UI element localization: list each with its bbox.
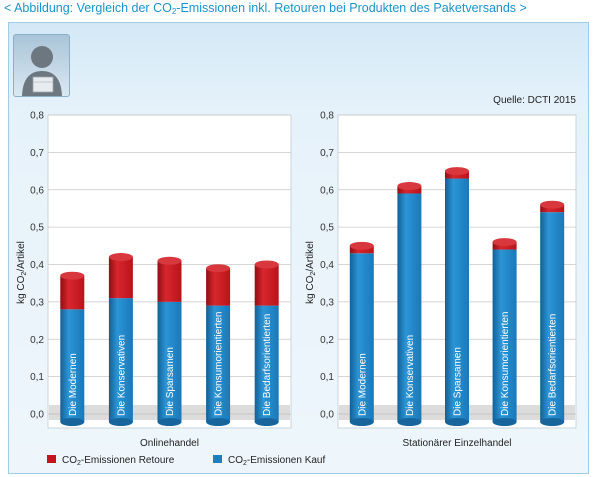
x-axis-label: Stationärer Einzelhandel [403, 438, 512, 449]
bar-base [349, 418, 374, 426]
source-note: Quelle: DCTI 2015 [493, 95, 576, 106]
chart-panel-2: 0,0 0,1 0,2 0,3 0,4 0,5 0,6 0,7 0,8 kg CO2/Artike… [305, 111, 577, 449]
y-tick-label: 0,0 [320, 410, 334, 421]
bar-segment-kauf [157, 301, 182, 422]
y-tick-label: 0,2 [30, 335, 44, 346]
bar-top-cap [206, 264, 231, 273]
x-axis-label: Onlinehandel [140, 438, 199, 449]
y-tick-label: 0,0 [30, 410, 44, 421]
y-tick-label: 0,5 [320, 223, 334, 234]
figure-title: < Abbildung: Vergleich der CO2-Emissione… [4, 1, 527, 16]
category-label: Die Konservativen [116, 335, 127, 416]
category-label: Die Bedarfsorientierten [548, 314, 559, 416]
bar-1: Die Modernen [60, 271, 85, 426]
bar-5: Die Bedarfsorientierten [540, 200, 565, 426]
bar-top-cap [349, 241, 374, 250]
category-label: Die Modernen [68, 353, 79, 416]
category-label: Die Konsumorientierten [214, 312, 225, 417]
bar-4: Die Konsumorientierten [206, 264, 231, 426]
bar-top-cap [540, 200, 565, 209]
category-label: Die Bedarfsorientierten [262, 314, 273, 416]
y-tick-label: 0,5 [30, 223, 44, 234]
bar-top-cap [157, 256, 182, 265]
y-tick-label: 0,4 [30, 260, 44, 271]
bar-1: Die Modernen [349, 241, 374, 426]
bar-base [397, 418, 422, 426]
legend-swatch-kauf [213, 455, 222, 463]
bar-top-cap [108, 253, 133, 262]
y-tick-label: 0,1 [320, 372, 334, 383]
legend-swatch-retoure [47, 455, 56, 463]
bar-3: Die Sparsamen [445, 167, 469, 426]
bar-top-cap [492, 238, 517, 247]
bar-top-cap [397, 182, 422, 191]
chart-panel-1: 0,0 0,1 0,2 0,3 0,4 0,5 0,6 0,7 0,8 kg CO2/Artike… [16, 111, 292, 449]
bar-base [157, 418, 182, 426]
bar-segment-kauf [445, 178, 469, 422]
bar-segment-kauf [206, 305, 231, 422]
y-tick-label: 0,3 [30, 297, 44, 308]
bar-segment-retoure [60, 275, 85, 310]
bar-2: Die Konservativen [108, 253, 133, 426]
bar-2: Die Konservativen [397, 182, 422, 426]
y-tick-label: 0,8 [320, 111, 334, 122]
bar-base [492, 418, 517, 426]
legend-item-retoure: CO2-Emissionen Retoure [47, 455, 174, 467]
bar-top-cap [254, 260, 279, 269]
y-tick-label: 0,7 [320, 148, 334, 159]
y-tick-label: 0,6 [320, 185, 334, 196]
bar-segment-kauf [397, 193, 422, 422]
y-axis-label: kg CO2/Artikel [16, 241, 28, 304]
bar-3: Die Sparsamen [157, 256, 182, 426]
bar-segment-retoure [206, 268, 231, 306]
y-tick-label: 0,4 [320, 260, 334, 271]
bar-5: Die Bedarfsorientierten [254, 260, 279, 426]
bar-segment-kauf [492, 249, 517, 422]
bar-top-cap [445, 167, 469, 176]
category-label: Die Konsumorientierten [500, 312, 511, 417]
bar-base [254, 418, 279, 426]
bar-segment-kauf [108, 298, 133, 422]
bar-base [445, 418, 469, 426]
bar-segment-retoure [157, 260, 182, 302]
y-tick-label: 0,7 [30, 148, 44, 159]
bar-segment-kauf [349, 253, 374, 422]
y-tick-label: 0,8 [30, 111, 44, 122]
category-label: Die Konservativen [405, 335, 416, 416]
bar-base [206, 418, 231, 426]
y-tick-label: 0,2 [320, 335, 334, 346]
bar-segment-kauf [254, 305, 279, 422]
category-label: Die Sparsamen [453, 347, 464, 416]
y-tick-label: 0,6 [30, 185, 44, 196]
category-label: Die Modernen [357, 353, 368, 416]
user-icon [13, 34, 70, 97]
bar-4: Die Konsumorientierten [492, 238, 517, 426]
bar-base [60, 418, 85, 426]
bar-base [540, 418, 565, 426]
bar-base [108, 418, 133, 426]
bar-segment-retoure [108, 257, 133, 299]
y-tick-label: 0,1 [30, 372, 44, 383]
category-label: Die Sparsamen [165, 347, 176, 416]
y-axis-label: kg CO2/Artikel [305, 241, 317, 304]
y-tick-label: 0,3 [320, 297, 334, 308]
bar-segment-retoure [254, 264, 279, 306]
legend-item-kauf: CO2-Emissionen Kauf [213, 455, 325, 467]
bar-segment-kauf [60, 309, 85, 422]
bar-segment-kauf [540, 212, 565, 422]
bar-top-cap [60, 271, 85, 280]
